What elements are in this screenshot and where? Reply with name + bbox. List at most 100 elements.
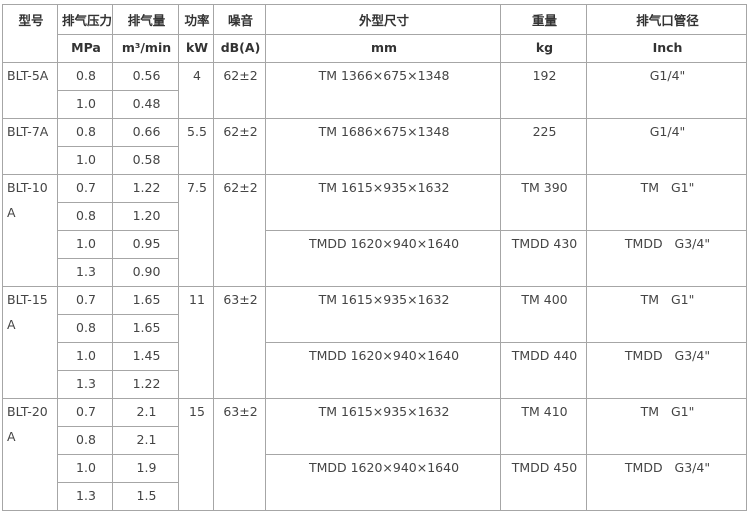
dimensions-cell: TM 1615×935×1632 [265,174,501,231]
power-cell: 4 [178,62,214,119]
dimensions-cell: TMDD 1620×940×1640 [265,230,501,287]
flow-cell: 0.95 [112,230,179,259]
pressure-cell: 1.0 [57,342,113,371]
column-title: 型号 [2,4,58,63]
dimensions-cell: TM 1686×675×1348 [265,118,501,175]
spec-table: 型号 排气压力 排气量 功率 噪音 外型尺寸 重量 排气口管径 MPa m³/min kW dB(A)… [2,4,747,511]
column-unit: kg [500,34,587,63]
column-title: 功率 [178,4,214,35]
outlet-cell: TMDD G3/4" [586,454,747,511]
table-row: 0.8 1.65 [3,314,747,343]
model-cell: BLT-5A [2,62,58,119]
flow-cell: 2.1 [112,426,179,455]
model-cell: BLT-15A [2,286,58,399]
pressure-cell: 1.3 [57,482,113,511]
table-row: 1.0 0.95 TMDD 1620×940×1640 TMDD 430 TMDD G3… [3,230,747,287]
flow-cell: 1.5 [112,482,179,511]
flow-cell: 0.90 [112,258,179,287]
weight-cell: TM 410 [500,398,587,455]
table-head: 型号 排气压力 排气量 功率 噪音 外型尺寸 重量 排气口管径 MPa m³/min kW dB(A)… [2,4,747,63]
noise-cell: 63±2 [213,286,266,399]
pressure-cell: 0.8 [57,314,113,343]
column-unit: kW [178,34,214,63]
noise-cell: 62±2 [213,174,266,287]
power-cell: 7.5 [178,174,214,287]
column-title: 重量 [500,4,587,35]
noise-cell: 62±2 [213,62,266,119]
pressure-cell: 1.0 [57,454,113,483]
pressure-cell: 0.7 [57,398,113,427]
outlet-cell: TMDD G3/4" [586,230,747,287]
pressure-cell: 0.7 [57,174,113,203]
weight-cell: TMDD 440 [500,342,587,399]
pressure-cell: 1.3 [57,258,113,287]
outlet-cell: TMDD G3/4" [586,342,747,399]
dimensions-cell: TMDD 1620×940×1640 [265,342,501,399]
flow-cell: 1.65 [112,286,179,315]
noise-cell: 63±2 [213,398,266,511]
flow-cell: 1.45 [112,342,179,371]
table-row: 1.3 1.5 [3,482,747,511]
column-unit: dB(A) [213,34,266,63]
outlet-cell: G1/4" [586,62,747,119]
dimensions-cell: TM 1615×935×1632 [265,286,501,343]
pressure-cell: 1.3 [57,370,113,399]
dimensions-cell: TM 1615×935×1632 [265,398,501,455]
dimensions-cell: TM 1366×675×1348 [265,62,501,119]
table-row: BLT-15A 0.7 1.65 11 63±2 TM 1615×935×1632 TM 4… [2,286,747,399]
table-row: 1.3 1.22 [3,370,747,399]
flow-cell: 1.9 [112,454,179,483]
column-unit: m³/min [112,34,179,63]
flow-cell: 2.1 [112,398,179,427]
column-title: 排气口管径 [586,4,747,35]
flow-cell: 0.66 [112,118,179,147]
outlet-cell: G1/4" [586,118,747,175]
table-row: 1.0 1.9 TMDD 1620×940×1640 TMDD 450 TMDD G3/… [3,454,747,511]
flow-cell: 0.58 [112,146,179,175]
model-cell: BLT-20A [2,398,58,511]
flow-cell: 0.48 [112,90,179,119]
table-row: 1.0 1.45 TMDD 1620×940×1640 TMDD 440 TMDD G3… [3,342,747,399]
column-unit: mm [265,34,501,63]
flow-cell: 1.22 [112,370,179,399]
flow-cell: 1.20 [112,202,179,231]
model-cell: BLT-10A [2,174,58,287]
dimensions-cell: TMDD 1620×940×1640 [265,454,501,511]
column-title: 排气量 [112,4,179,35]
pressure-cell: 0.8 [57,118,113,147]
table-row: BLT-7A 0.8 0.66 5.5 62±2 TM 1686×675×1348 225 G… [2,118,747,175]
outlet-cell: TM G1" [586,174,747,231]
table-row: BLT-5A 0.8 0.56 4 62±2 TM 1366×675×1348 192 G1/… [2,62,747,119]
column-title: 排气压力 [57,4,113,35]
table-body: BLT-5A 0.8 0.56 4 62±2 TM 1366×675×1348 192 G1/… [2,62,747,511]
weight-cell: TM 390 [500,174,587,231]
weight-cell: TMDD 450 [500,454,587,511]
weight-cell: 192 [500,62,587,119]
column-unit: MPa [57,34,113,63]
table-row: 1.0 0.58 [3,146,747,175]
flow-cell: 1.65 [112,314,179,343]
noise-cell: 62±2 [213,118,266,175]
power-cell: 15 [178,398,214,511]
table-row: 0.8 1.20 [3,202,747,231]
weight-cell: TM 400 [500,286,587,343]
pressure-cell: 1.0 [57,90,113,119]
flow-cell: 0.56 [112,62,179,91]
table-row: 1.3 0.90 [3,258,747,287]
table-row: BLT-20A 0.7 2.1 15 63±2 TM 1615×935×1632 TM 41… [2,398,747,511]
column-unit: Inch [586,34,747,63]
table-row: 1.0 0.48 [3,90,747,119]
pressure-cell: 1.0 [57,146,113,175]
pressure-cell: 0.8 [57,62,113,91]
pressure-cell: 0.7 [57,286,113,315]
column-title: 噪音 [213,4,266,35]
weight-cell: TMDD 430 [500,230,587,287]
power-cell: 5.5 [178,118,214,175]
outlet-cell: TM G1" [586,398,747,455]
outlet-cell: TM G1" [586,286,747,343]
pressure-cell: 0.8 [57,426,113,455]
model-cell: BLT-7A [2,118,58,175]
flow-cell: 1.22 [112,174,179,203]
weight-cell: 225 [500,118,587,175]
table-row: 0.8 2.1 [3,426,747,455]
